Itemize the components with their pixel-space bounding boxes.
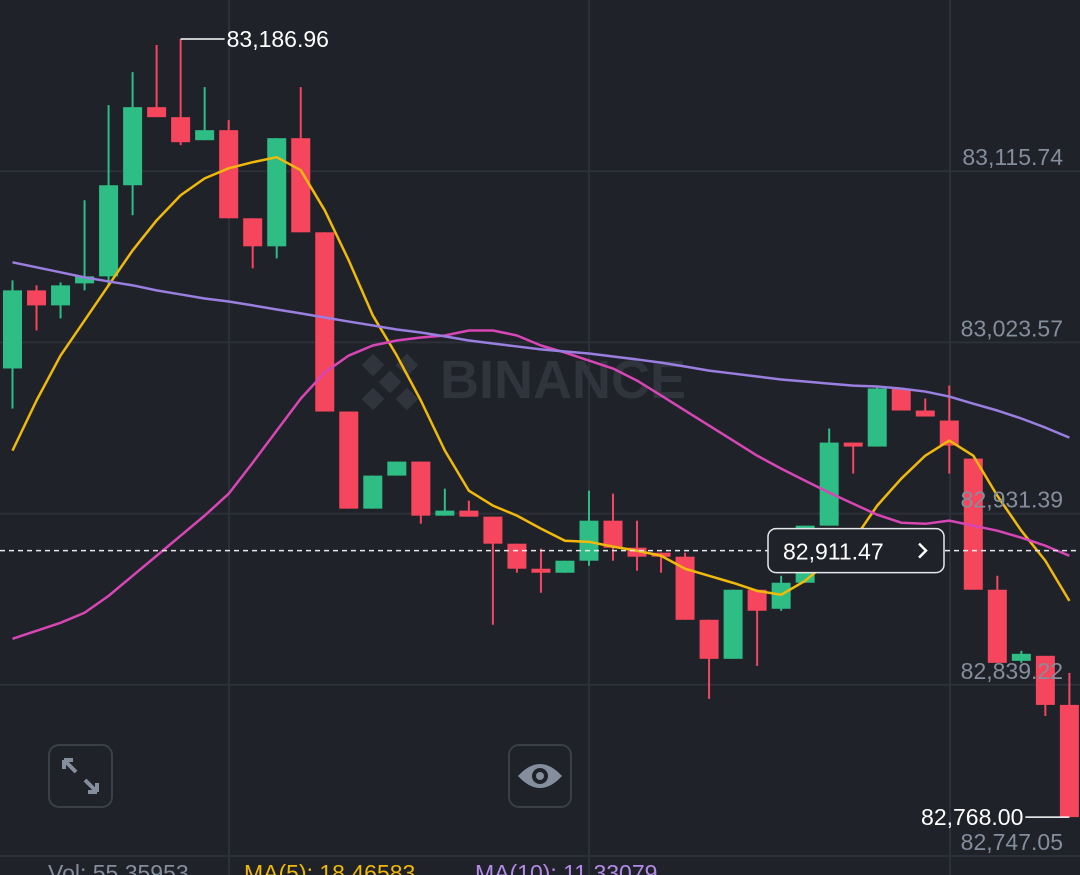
candle-body (435, 510, 455, 516)
candle-body (987, 589, 1007, 663)
overlay: 83,115.74 83,023.57 82,931.39 82,839.22 82,7… (0, 26, 1080, 875)
candle-body (699, 619, 719, 659)
candle-body (219, 130, 239, 219)
candle-body (291, 138, 311, 233)
current-price-button[interactable]: 82,911.47 (767, 527, 945, 574)
candle-body (27, 290, 47, 306)
y-tick-label: 83,115.74 (962, 144, 1063, 170)
candle-body (1035, 655, 1055, 705)
candle-body (411, 461, 431, 516)
moving-average-line (11, 155, 1071, 602)
candle-body (483, 516, 503, 544)
candle-body (819, 442, 839, 526)
visibility-button[interactable] (508, 744, 572, 808)
fullscreen-button[interactable] (48, 744, 113, 808)
current-price-box (767, 527, 945, 574)
y-tick-label: 82,747.05 (961, 829, 1063, 855)
candle-body (603, 520, 623, 548)
candle-body (195, 130, 215, 141)
indicator-label: MA(10): 11.33079 (475, 860, 657, 875)
y-tick-label: 82,839.22 (961, 658, 1063, 684)
candle-body (99, 185, 119, 277)
candle-body (867, 388, 887, 447)
current-price-label: 82,911.47 (783, 539, 884, 565)
candle-body (675, 556, 695, 620)
candle-body (627, 547, 647, 557)
candle-body (75, 276, 95, 284)
min-label: 82,768.00 (921, 804, 1023, 830)
candle-body (123, 107, 143, 186)
moving-average-line (12, 329, 1070, 640)
candle-body (531, 568, 551, 573)
candle-body (339, 411, 359, 509)
marks (3, 38, 1079, 818)
chevron-icon (918, 542, 928, 559)
moving-average-line (12, 261, 1070, 439)
y-tick-label: 83,023.57 (961, 315, 1063, 341)
watermark-text: BINANCE (440, 350, 686, 410)
candle-body (171, 117, 191, 143)
candle-body (507, 543, 527, 569)
candle-body (51, 285, 71, 306)
candle-body (267, 138, 287, 247)
candle-body (243, 218, 263, 247)
candle-body (459, 510, 479, 517)
candle-body (747, 589, 767, 611)
candle-body (555, 560, 575, 573)
candle-body (3, 290, 22, 369)
candle-body (315, 232, 335, 412)
y-tick-label: 82,931.39 (961, 487, 1063, 513)
candle-body (387, 461, 407, 476)
candle-body (363, 475, 383, 509)
candle-body (843, 442, 863, 447)
max-label: 83,186.96 (227, 26, 329, 52)
candle-body (723, 589, 743, 659)
candle-body (147, 107, 167, 118)
indicator-label: Vol: 55.35953 (48, 860, 189, 875)
grid (0, 170, 1080, 857)
indicator-label: MA(5): 18.46583 (244, 860, 415, 875)
candle-body (915, 410, 935, 417)
candle-body (891, 388, 911, 411)
candle-body (1011, 653, 1031, 661)
candle-body (963, 458, 983, 590)
candle-body (1059, 704, 1079, 818)
candle-body (939, 420, 959, 446)
